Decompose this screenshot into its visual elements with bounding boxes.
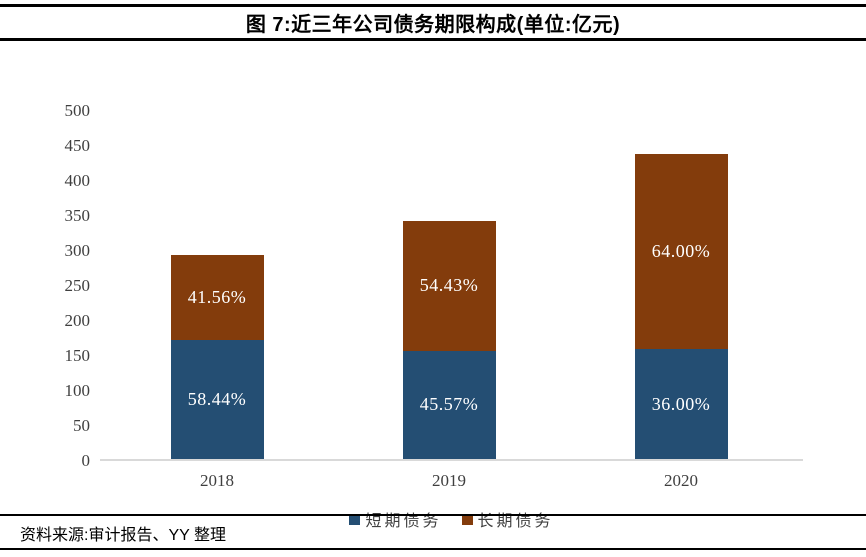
bar-segment-2019-long-term: 54.43% [402, 221, 496, 351]
legend-swatch-icon [461, 513, 473, 525]
bar-segment-2019-short-term: 45.57% [402, 350, 496, 459]
y-axis-tick-label: 500 [64, 101, 91, 120]
bar-segment-percent-label: 58.44% [187, 389, 247, 409]
debt-maturity-chart: 0 50 100 150 200 250 300 350 400 450 500 58.44% 41.… [0, 41, 866, 530]
bar-segment-percent-label: 41.56% [187, 287, 247, 308]
y-axis-tick-label: 200 [64, 311, 91, 330]
legend-item-long-term: 长期债务 [461, 507, 554, 531]
bar-segment-2018-short-term: 58.44% [170, 340, 264, 459]
y-axis-tick-label: 150 [64, 346, 91, 365]
bar-segment-percent-label: 64.00% [651, 240, 711, 261]
legend-label: 短期债务 [365, 513, 442, 530]
x-axis-label: 2020 [664, 471, 698, 490]
y-axis-tick-label: 300 [64, 241, 91, 260]
bar-segment-2020-short-term: 36.00% [634, 349, 728, 459]
footer-top-rule [0, 514, 866, 516]
figure-header: 图 7:近三年公司债务期限构成(单位:亿元) [0, 4, 866, 41]
source-note: 资料来源:审计报告、YY 整理 [20, 527, 226, 544]
x-axis-label: 2018 [200, 471, 234, 490]
legend-item-short-term: 短期债务 [349, 507, 441, 531]
y-axis-tick-label: 0 [81, 451, 91, 470]
figure-title: 图 7:近三年公司债务期限构成(单位:亿元) [245, 14, 621, 36]
y-axis-tick-label: 450 [64, 136, 91, 155]
legend-label: 长期债务 [477, 513, 554, 530]
plot-area: 58.44% 41.56% 45.57% 54.43% 36.00% 64.00% [100, 111, 803, 461]
legend-swatch-icon [349, 513, 361, 525]
y-axis-tick-label: 400 [64, 171, 91, 190]
legend: 短期债务 长期债务 [100, 507, 803, 531]
y-axis-tick-label: 100 [64, 381, 91, 400]
footer-bottom-rule [0, 548, 866, 550]
bar-segment-2020-long-term: 64.00% [634, 153, 728, 350]
y-axis-tick-label: 250 [64, 276, 91, 295]
bar-segment-percent-label: 45.57% [419, 394, 479, 415]
y-axis-tick-label: 50 [73, 416, 90, 435]
bar-segment-percent-label: 36.00% [651, 393, 711, 414]
bar-segment-percent-label: 54.43% [419, 275, 479, 296]
bar-segment-2018-long-term: 41.56% [170, 255, 264, 340]
y-axis-tick-label: 350 [64, 206, 91, 225]
x-axis-label: 2019 [432, 471, 466, 490]
